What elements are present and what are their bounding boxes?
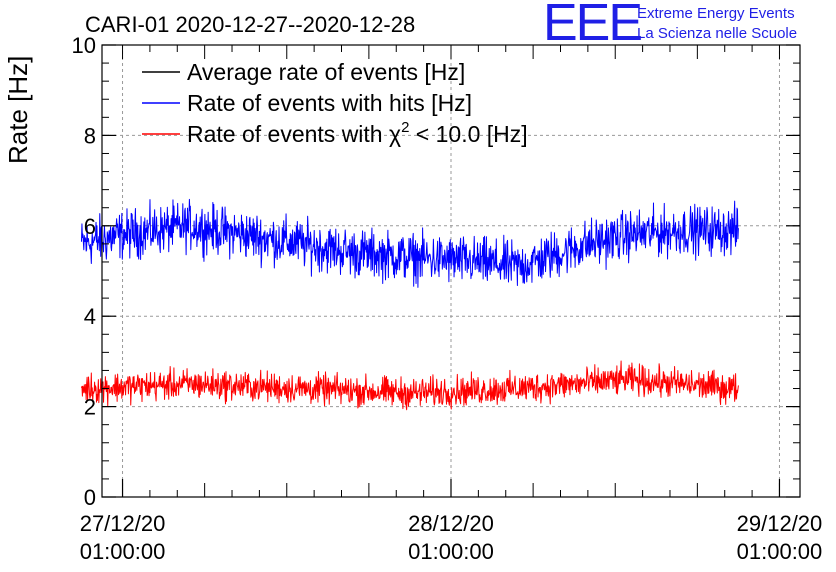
logo-line-2: La Scienza nelle Scuole — [637, 25, 797, 42]
legend-label-average: Average rate of events [Hz] — [187, 59, 465, 85]
x-tick-label-date: 28/12/20 — [408, 511, 494, 536]
x-axis: 27/12/20 01:00:00 28/12/20 01:00:00 29/12/20… — [80, 45, 823, 564]
y-tick-label: 8 — [84, 123, 96, 148]
y-tick-label: 4 — [84, 304, 96, 329]
y-tick-label: 6 — [84, 214, 96, 239]
legend-chi2-exponent: 2 — [401, 119, 409, 136]
y-tick-label: 10 — [72, 33, 96, 58]
series-line-hits — [80, 198, 739, 288]
logo-mark: EEE — [543, 0, 641, 52]
legend-chi2-prefix: Rate of events with — [187, 121, 389, 147]
chart-title: CARI-01 2020-12-27--2020-12-28 — [85, 12, 415, 37]
series-layer — [80, 198, 739, 411]
x-tick-label-date: 27/12/20 — [80, 511, 166, 536]
y-axis-label: Rate [Hz] — [3, 56, 33, 164]
eee-logo: EEE Extreme Energy Events La Scienza nel… — [543, 0, 797, 52]
legend-chi2-suffix: < 10.0 [Hz] — [409, 121, 527, 147]
x-tick-label-time: 01:00:00 — [408, 539, 494, 564]
y-axis: 0 2 4 6 8 10 — [72, 33, 800, 510]
x-tick-label-time: 01:00:00 — [737, 539, 823, 564]
legend: Average rate of events [Hz] Rate of even… — [142, 59, 528, 147]
logo-line-1: Extreme Energy Events — [637, 5, 795, 22]
y-tick-label: 0 — [84, 485, 96, 510]
legend-label-hits: Rate of events with hits [Hz] — [187, 90, 472, 116]
legend-label-chi2: Rate of events with χ2 < 10.0 [Hz] — [187, 119, 528, 147]
x-tick-label-date: 29/12/20 — [737, 511, 823, 536]
y-tick-label: 2 — [84, 395, 96, 420]
x-tick-label-time: 01:00:00 — [80, 539, 166, 564]
legend-chi2-symbol: χ — [389, 121, 401, 147]
series-line-chi2 — [80, 360, 739, 411]
